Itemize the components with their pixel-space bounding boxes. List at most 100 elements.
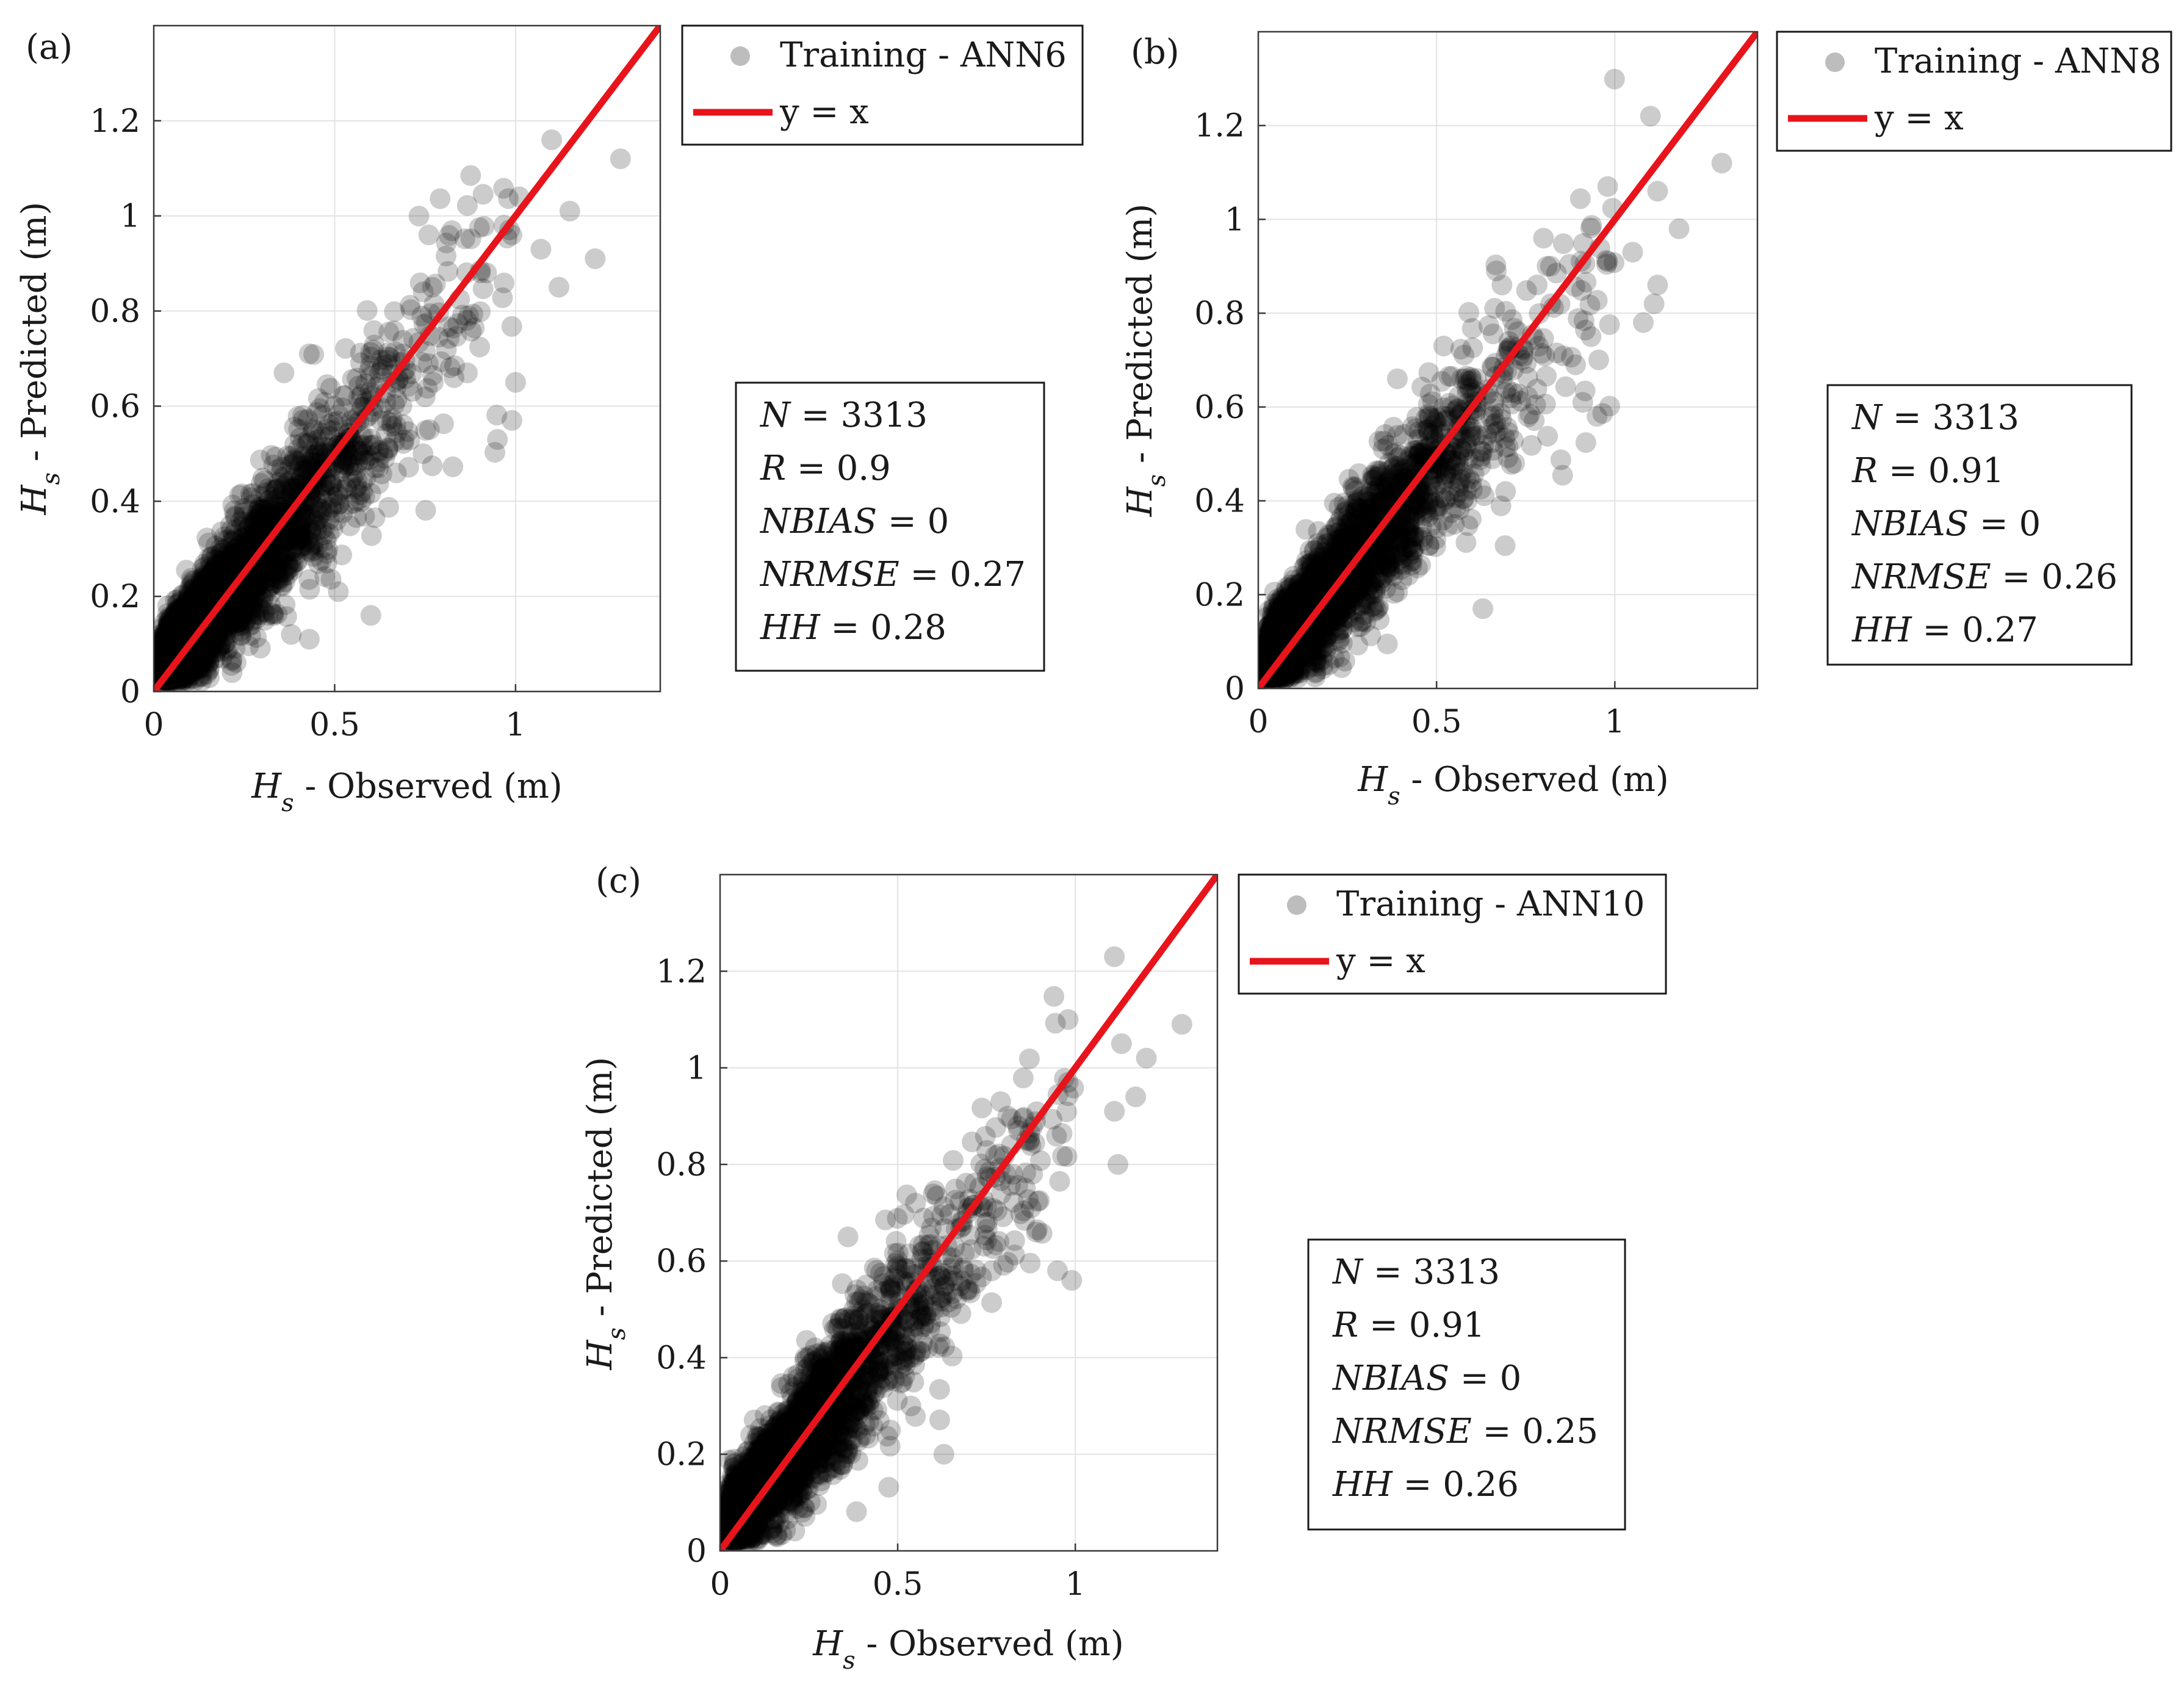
scatter-point xyxy=(239,579,259,600)
scatter-point xyxy=(160,637,182,658)
scatter-point xyxy=(408,206,430,227)
scatter-point xyxy=(169,624,190,646)
scatter-point xyxy=(238,582,259,604)
scatter-point xyxy=(250,449,271,471)
scatter-point xyxy=(438,261,459,282)
scatter-point xyxy=(306,430,328,450)
scatter-point xyxy=(178,658,198,679)
scatter-point xyxy=(294,526,315,547)
scatter-point xyxy=(233,596,254,617)
scatter-point xyxy=(376,350,397,371)
scatter-point xyxy=(245,525,267,546)
scatter-point xyxy=(324,395,345,417)
scatter-point xyxy=(157,635,179,656)
panel-label: (a) xyxy=(26,27,73,67)
scatter-point xyxy=(170,599,191,620)
scatter-point xyxy=(173,615,195,637)
scatter-point xyxy=(176,608,197,629)
scatter-point xyxy=(273,566,294,587)
scatter-point xyxy=(172,670,193,691)
scatter-point xyxy=(192,666,213,687)
scatter-point xyxy=(245,529,267,551)
scatter-point xyxy=(171,584,193,605)
scatter-point xyxy=(198,628,220,649)
scatter-point xyxy=(177,601,198,622)
scatter-point xyxy=(243,509,265,530)
y-tick-label: 1.2 xyxy=(90,103,140,140)
scatter-point xyxy=(309,436,330,457)
scatter-point xyxy=(253,519,274,540)
scatter-point xyxy=(423,372,444,393)
scatter-point xyxy=(530,239,552,260)
scatter-point xyxy=(184,582,205,603)
stat-value: 0.27 xyxy=(950,555,1026,594)
scatter-point xyxy=(306,520,328,541)
scatter-point xyxy=(226,598,247,619)
scatter-point xyxy=(245,521,266,542)
scatter-point xyxy=(273,544,294,565)
scatter-point xyxy=(209,555,231,576)
scatter-point xyxy=(292,446,314,468)
scatter-point xyxy=(272,560,293,582)
scatter-point xyxy=(245,578,267,599)
scatter-point xyxy=(157,643,178,665)
scatter-point xyxy=(247,587,267,608)
scatter-point xyxy=(345,479,367,500)
stat-equals: = xyxy=(786,449,837,488)
scatter-point xyxy=(348,441,369,462)
scatter-point xyxy=(425,273,446,295)
scatter-point xyxy=(171,618,193,639)
scatter-point xyxy=(201,546,222,568)
scatter-point xyxy=(501,316,522,337)
scatter-point xyxy=(350,491,372,512)
scatter-point xyxy=(181,568,202,589)
scatter-point xyxy=(170,597,191,618)
scatter-point xyxy=(214,609,235,630)
scatter-point xyxy=(430,188,451,209)
scatter-point xyxy=(286,519,307,540)
scatter-point xyxy=(368,473,389,494)
scatter-point xyxy=(201,574,223,595)
scatter-point xyxy=(209,569,231,591)
scatter-point xyxy=(436,233,457,254)
scatter-point xyxy=(193,570,214,591)
scatter-point xyxy=(350,435,372,457)
scatter-point xyxy=(155,643,176,664)
scatter-point xyxy=(190,659,211,680)
x-axis-label-text: - Observed (m) xyxy=(294,767,563,806)
stat-value: 3313 xyxy=(841,395,928,435)
scatter-point xyxy=(276,606,297,627)
scatter-point xyxy=(204,563,225,584)
scatter-point xyxy=(161,618,182,640)
scatter-point xyxy=(411,305,433,327)
scatter-point xyxy=(289,427,311,449)
scatter-point xyxy=(463,303,483,325)
scatter-point xyxy=(1482,323,1504,344)
scatter-point xyxy=(224,539,245,560)
scatter-point xyxy=(356,300,378,321)
scatter-point xyxy=(1575,432,1596,453)
scatter-point xyxy=(222,555,243,576)
stat-label: NBIAS xyxy=(759,502,877,541)
scatter-point xyxy=(328,404,349,425)
scatter-point xyxy=(439,357,461,378)
scatter-point xyxy=(261,499,282,521)
scatter-point xyxy=(279,454,301,475)
scatter-point xyxy=(198,583,219,604)
scatter-point xyxy=(164,633,185,654)
scatter-point xyxy=(279,529,300,551)
scatter-point xyxy=(168,629,189,651)
scatter-point xyxy=(393,433,414,454)
scatter-point xyxy=(154,635,173,656)
scatter-point xyxy=(1570,188,1591,209)
scatter-point xyxy=(218,564,240,585)
scatter-point xyxy=(239,616,260,637)
y-axis-label: Hs - Predicted (m) xyxy=(15,202,65,516)
scatter-point xyxy=(186,586,207,607)
scatter-point xyxy=(211,521,232,543)
scatter-point xyxy=(328,581,349,602)
scatter-point xyxy=(167,593,189,613)
scatter-point xyxy=(385,415,406,436)
scatter-point xyxy=(168,613,190,635)
x-axis-label-subscript: s xyxy=(281,789,294,817)
